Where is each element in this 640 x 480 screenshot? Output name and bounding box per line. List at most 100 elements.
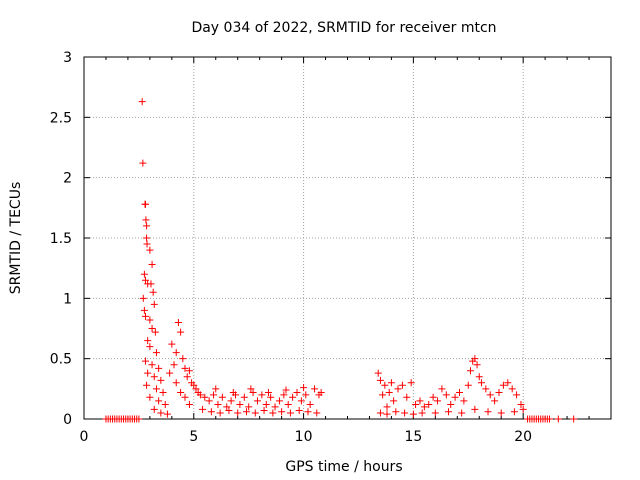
data-point bbox=[508, 385, 516, 393]
data-point bbox=[163, 410, 171, 418]
data-point bbox=[185, 401, 193, 409]
data-point bbox=[177, 388, 185, 396]
axis-ticks: 0 5 10 15 20 0 0.5 1 1.5 2 2.5 3 bbox=[50, 50, 611, 445]
data-point bbox=[150, 300, 158, 308]
data-point bbox=[172, 349, 180, 357]
y-tick-label: 0.5 bbox=[50, 352, 72, 368]
y-tick-label: 0 bbox=[63, 412, 72, 428]
data-point bbox=[383, 410, 391, 418]
y-tick-label: 2.5 bbox=[50, 110, 72, 126]
data-point bbox=[317, 388, 325, 396]
data-point bbox=[212, 385, 220, 393]
data-point bbox=[473, 361, 481, 369]
data-point bbox=[484, 408, 492, 416]
data-point bbox=[570, 415, 578, 423]
data-point bbox=[147, 280, 155, 288]
data-point bbox=[148, 261, 156, 269]
data-point bbox=[152, 349, 160, 357]
data-point bbox=[216, 409, 224, 417]
data-point bbox=[385, 388, 393, 396]
data-point bbox=[139, 159, 147, 167]
data-point bbox=[161, 401, 169, 409]
data-point bbox=[407, 379, 415, 387]
data-point bbox=[140, 270, 148, 278]
data-point bbox=[183, 373, 191, 381]
data-point bbox=[141, 312, 149, 320]
data-point bbox=[475, 373, 483, 381]
data-point bbox=[394, 385, 402, 393]
data-point bbox=[471, 355, 479, 363]
data-point bbox=[482, 385, 490, 393]
data-point bbox=[214, 401, 222, 409]
data-point bbox=[166, 369, 174, 377]
data-point bbox=[471, 405, 479, 413]
data-point bbox=[412, 401, 420, 409]
data-point bbox=[227, 397, 235, 405]
data-point bbox=[190, 381, 198, 389]
x-tick-label: 5 bbox=[189, 429, 198, 445]
data-point bbox=[416, 397, 424, 405]
data-point bbox=[151, 328, 159, 336]
data-point bbox=[286, 409, 294, 417]
data-point bbox=[297, 397, 305, 405]
data-point bbox=[458, 409, 466, 417]
data-point bbox=[282, 386, 290, 394]
y-tick-label: 2 bbox=[63, 171, 72, 187]
data-point bbox=[141, 357, 149, 365]
data-point bbox=[398, 381, 406, 389]
data-point bbox=[229, 388, 237, 396]
data-point bbox=[253, 397, 261, 405]
data-point bbox=[141, 276, 149, 284]
data-point bbox=[418, 409, 426, 417]
data-point bbox=[513, 391, 521, 399]
data-point bbox=[267, 393, 275, 401]
data-point bbox=[387, 379, 395, 387]
data-point bbox=[293, 388, 301, 396]
data-point bbox=[172, 379, 180, 387]
data-point bbox=[374, 369, 382, 377]
data-point bbox=[142, 216, 150, 224]
data-point bbox=[141, 200, 149, 208]
data-point bbox=[192, 385, 200, 393]
data-point bbox=[177, 328, 185, 336]
grid-lines bbox=[84, 57, 611, 419]
data-point bbox=[236, 401, 244, 409]
data-point bbox=[170, 361, 178, 369]
data-point bbox=[143, 222, 151, 230]
x-tick-label: 15 bbox=[404, 429, 422, 445]
data-point bbox=[376, 376, 384, 384]
data-point bbox=[205, 397, 213, 405]
data-point bbox=[146, 246, 154, 254]
data-point bbox=[477, 379, 485, 387]
data-point bbox=[152, 385, 160, 393]
data-points bbox=[102, 98, 578, 423]
data-point bbox=[280, 391, 288, 399]
data-point bbox=[390, 397, 398, 405]
data-point bbox=[249, 388, 257, 396]
data-point bbox=[185, 367, 193, 375]
data-point bbox=[155, 397, 163, 405]
data-point bbox=[262, 401, 270, 409]
data-point bbox=[438, 385, 446, 393]
data-point bbox=[157, 376, 165, 384]
data-point bbox=[546, 415, 554, 423]
y-tick-label: 1.5 bbox=[50, 231, 72, 247]
data-point bbox=[455, 388, 463, 396]
data-point bbox=[225, 407, 233, 415]
data-point bbox=[442, 391, 450, 399]
data-point bbox=[445, 408, 453, 416]
data-point bbox=[181, 364, 189, 372]
data-point bbox=[234, 409, 242, 417]
data-point bbox=[269, 409, 277, 417]
data-point bbox=[434, 397, 442, 405]
data-point bbox=[554, 415, 562, 423]
data-point bbox=[376, 409, 384, 417]
data-point bbox=[150, 405, 158, 413]
data-point bbox=[207, 408, 215, 416]
data-point bbox=[148, 361, 156, 369]
y-tick-label: 1 bbox=[63, 291, 72, 307]
data-point bbox=[201, 393, 209, 401]
data-point bbox=[497, 409, 505, 417]
data-point bbox=[143, 240, 151, 248]
data-point bbox=[464, 381, 472, 389]
